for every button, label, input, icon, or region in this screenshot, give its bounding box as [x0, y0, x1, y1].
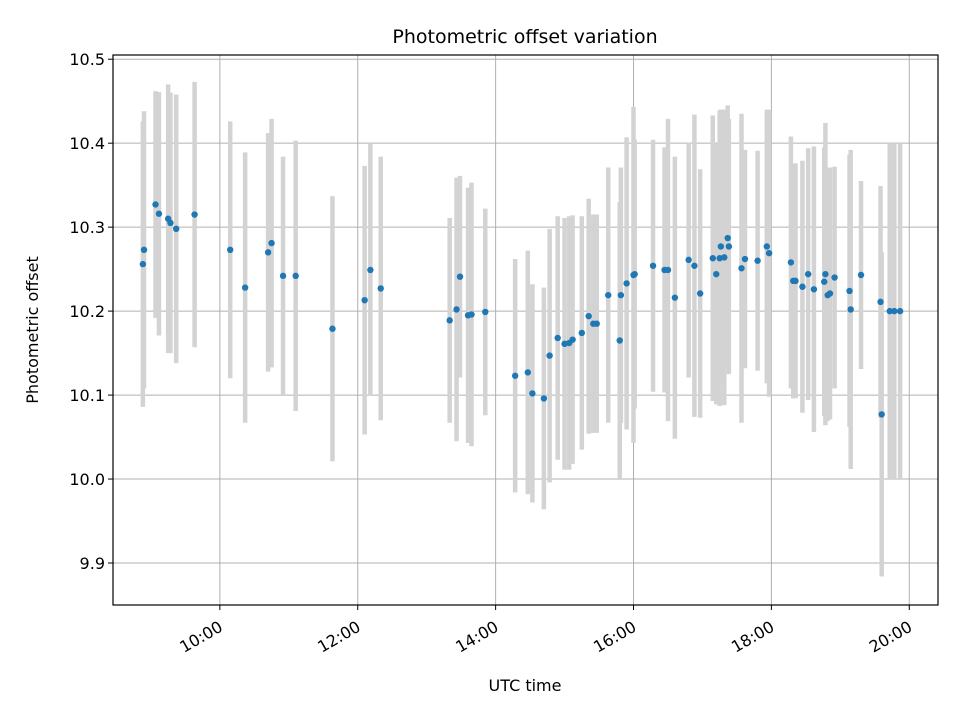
- data-point: [468, 311, 475, 318]
- y-tick-label: 10.1: [69, 386, 105, 405]
- data-point: [631, 270, 638, 278]
- data-point: [804, 270, 812, 278]
- data-point: [482, 308, 489, 316]
- data-point: [377, 285, 384, 292]
- data-point: [446, 317, 453, 324]
- y-tick-label: 10.3: [69, 218, 105, 237]
- data-point: [721, 254, 728, 261]
- data-point: [279, 272, 287, 280]
- data-point: [846, 287, 853, 295]
- data-point: [799, 283, 806, 290]
- data-point: [152, 201, 159, 208]
- chart-title: Photometric offset variation: [392, 26, 657, 48]
- data-point: [456, 273, 464, 280]
- data-point: [605, 291, 612, 299]
- data-point: [724, 234, 731, 242]
- data-point: [810, 286, 818, 293]
- data-point: [649, 262, 657, 269]
- data-point: [511, 372, 519, 379]
- data-point: [696, 290, 704, 297]
- data-point: [822, 270, 829, 278]
- data-point: [691, 262, 698, 269]
- data-point: [585, 312, 592, 320]
- data-point: [329, 325, 336, 332]
- x-axis-label: UTC time: [489, 676, 562, 695]
- data-point: [139, 260, 147, 268]
- data-point: [664, 266, 672, 274]
- data-point: [264, 249, 272, 256]
- data-point: [896, 307, 904, 315]
- data-point: [765, 249, 773, 257]
- data-point: [554, 334, 561, 342]
- data-point: [140, 246, 148, 254]
- data-point: [292, 272, 299, 280]
- data-point: [155, 210, 163, 217]
- y-tick-label: 10.5: [69, 50, 105, 69]
- data-point: [167, 219, 174, 227]
- data-point: [172, 225, 180, 233]
- y-tick-label: 10.2: [69, 302, 105, 321]
- data-point: [792, 277, 799, 285]
- y-tick-label: 10.0: [69, 470, 105, 489]
- data-point: [453, 306, 460, 313]
- y-axis-label: Photometric offset: [23, 256, 42, 404]
- data-point: [763, 243, 770, 250]
- data-point: [713, 270, 720, 278]
- data-point: [754, 257, 761, 264]
- data-point: [831, 274, 838, 281]
- plot-frame: [112, 54, 939, 606]
- data-point: [826, 290, 834, 297]
- data-point: [529, 390, 536, 397]
- data-point: [617, 291, 625, 299]
- data-point: [569, 336, 576, 343]
- data-point: [738, 265, 745, 272]
- data-point: [886, 307, 893, 315]
- y-tick-label: 10.4: [69, 134, 105, 153]
- data-point: [623, 280, 630, 287]
- data-point: [725, 243, 733, 250]
- data-point: [741, 255, 749, 263]
- data-point: [593, 320, 600, 327]
- data-point: [787, 259, 795, 266]
- data-point: [685, 256, 692, 264]
- data-point: [847, 306, 854, 313]
- data-point: [191, 211, 198, 218]
- data-point: [821, 278, 828, 285]
- data-point: [268, 239, 275, 247]
- data-point: [241, 284, 249, 291]
- data-point: [616, 337, 623, 344]
- data-point: [361, 296, 368, 304]
- data-point: [671, 294, 679, 301]
- data-point: [878, 411, 885, 418]
- data-point: [367, 266, 374, 274]
- data-point: [709, 255, 716, 262]
- data-points: [139, 201, 904, 418]
- data-point: [857, 271, 865, 279]
- data-point: [891, 307, 898, 315]
- data-point: [524, 369, 531, 376]
- data-point: [540, 395, 548, 402]
- data-point: [717, 243, 725, 250]
- data-point: [578, 329, 586, 337]
- data-point: [227, 246, 234, 254]
- y-tick-label: 9.9: [80, 554, 105, 573]
- data-point: [546, 352, 553, 359]
- data-point: [877, 298, 884, 306]
